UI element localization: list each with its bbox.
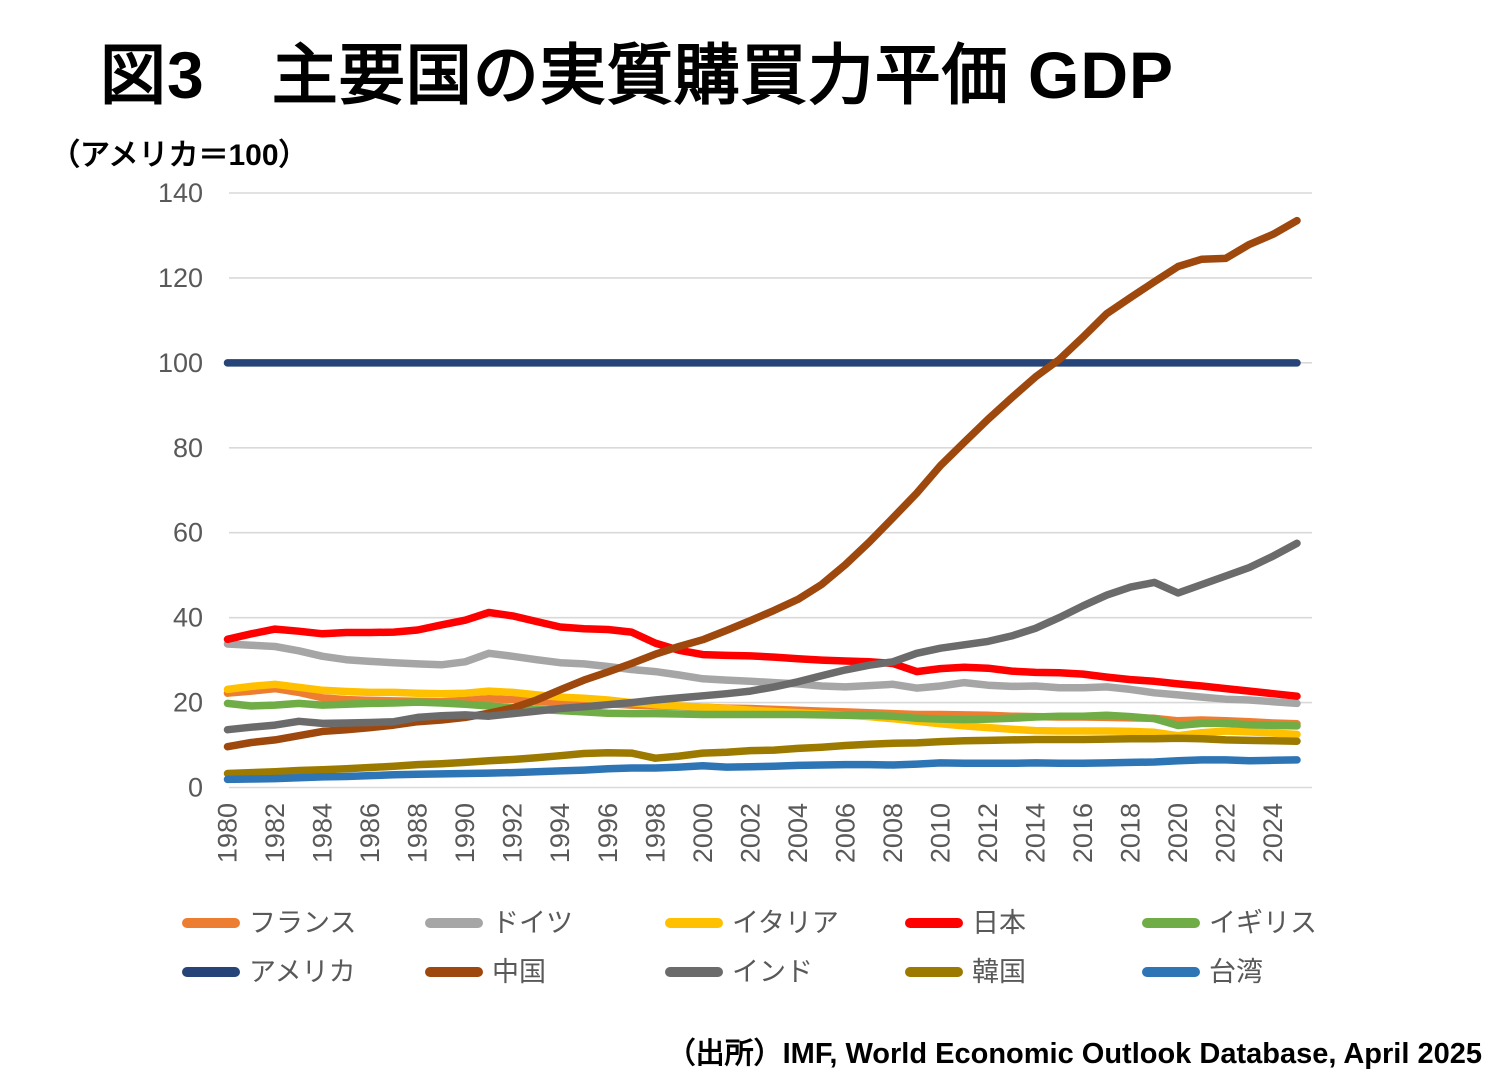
x-tick-label-1984: 1984 — [308, 803, 338, 863]
x-tick-label-1992: 1992 — [498, 803, 528, 863]
x-tick-label-1988: 1988 — [403, 803, 433, 863]
x-tick-label-2020: 2020 — [1163, 803, 1193, 863]
source-note: （出所）IMF, World Economic Outlook Database… — [666, 1038, 1482, 1070]
y-tick-label-100: 100 — [158, 348, 203, 378]
axis-unit-note: （アメリカ＝100） — [50, 139, 309, 172]
x-tick-label-2004: 2004 — [783, 803, 813, 863]
series-line-uk — [223, 698, 1301, 730]
x-tick-label-2024: 2024 — [1258, 803, 1288, 863]
x-tick-label-1980: 1980 — [213, 803, 243, 863]
x-tick-label-1986: 1986 — [355, 803, 385, 863]
x-tick-label-2012: 2012 — [973, 803, 1003, 863]
x-tick-label-1998: 1998 — [640, 803, 670, 863]
y-tick-label-60: 60 — [173, 518, 203, 548]
series-line-korea — [223, 734, 1301, 778]
y-tick-label-80: 80 — [173, 433, 203, 463]
x-tick-label-2022: 2022 — [1211, 803, 1241, 863]
y-tick-label-0: 0 — [188, 773, 203, 803]
y-tick-label-20: 20 — [173, 688, 203, 718]
series-line-taiwan — [223, 756, 1301, 784]
y-tick-label-40: 40 — [173, 603, 203, 633]
x-tick-label-2000: 2000 — [688, 803, 718, 863]
x-tick-label-2008: 2008 — [878, 803, 908, 863]
x-tick-label-2016: 2016 — [1068, 803, 1098, 863]
x-tick-label-1990: 1990 — [450, 803, 480, 863]
x-tick-label-1994: 1994 — [545, 803, 575, 863]
x-tick-label-2006: 2006 — [830, 803, 860, 863]
y-tick-label-120: 120 — [158, 263, 203, 293]
x-tick-label-2014: 2014 — [1021, 803, 1051, 863]
y-tick-label-140: 140 — [158, 178, 203, 208]
page-title: 図3 主要国の実質購買力平価 GDP — [100, 38, 1175, 112]
x-tick-label-2010: 2010 — [925, 803, 955, 863]
x-tick-label-1996: 1996 — [593, 803, 623, 863]
series-line-japan — [223, 608, 1301, 700]
x-tick-label-2002: 2002 — [735, 803, 765, 863]
series-line-germany — [223, 640, 1301, 708]
x-tick-label-1982: 1982 — [260, 803, 290, 863]
series-line-india — [223, 539, 1301, 734]
x-tick-label-2018: 2018 — [1116, 803, 1146, 863]
series-line-china — [223, 216, 1301, 751]
